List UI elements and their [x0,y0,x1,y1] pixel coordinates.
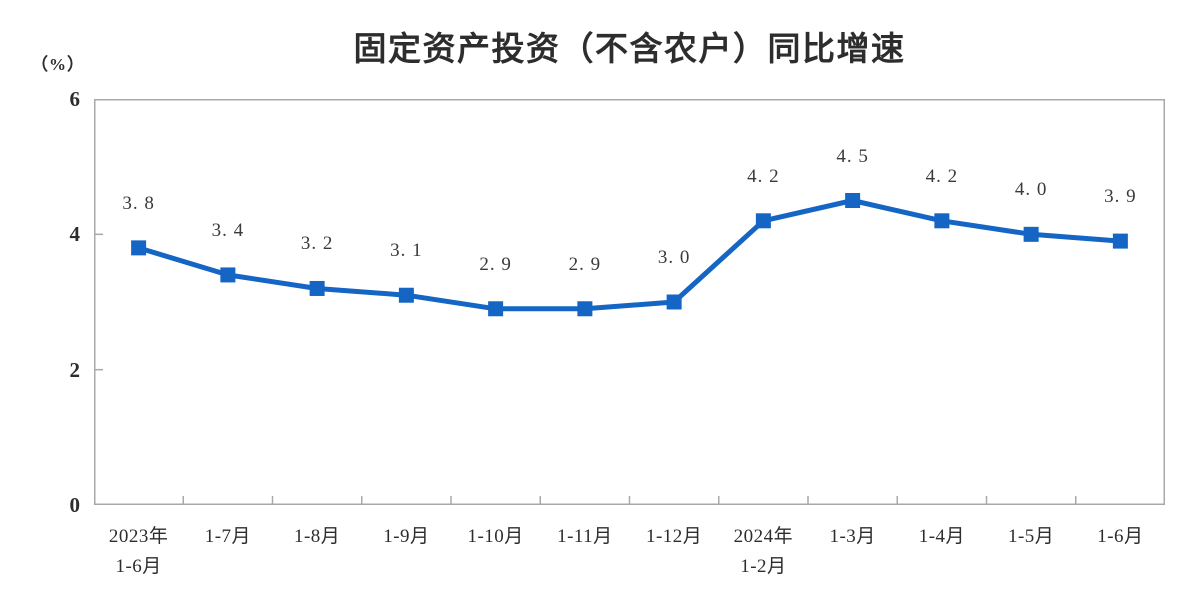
point-label: 3. 4 [211,219,245,241]
x-axis-tick-label-line: 1-12月 [645,526,703,547]
data-point-marker [131,240,147,256]
x-axis-tick-label: 1-8月 [255,522,379,552]
x-axis-tick-label: 2023年 1-6月 [77,522,201,582]
x-axis-tick-label-line: 1-8月 [293,526,341,547]
x-axis-tick-label-line: 2023年 [108,526,169,547]
data-point-marker [755,213,771,229]
data-point-marker [398,287,414,303]
point-label: 2. 9 [479,253,512,275]
data-point-marker [1023,226,1039,242]
x-axis-tick-label-line: 1-5月 [1007,526,1055,547]
y-axis-tick-label: 4 [69,222,81,247]
data-point-marker [1112,233,1128,249]
data-point-marker [309,280,325,296]
line-series [136,198,1123,312]
plot-area [94,99,1165,505]
x-axis-tick-label-line: 1-4月 [918,526,966,547]
x-axis-tick-label: 1-10月 [434,522,558,552]
point-label: 4. 0 [1014,179,1048,201]
x-axis-tick-label: 2024年 1-2月 [701,522,825,582]
point-label: 3. 9 [1104,186,1137,208]
x-axis-tick-label: 1-12月 [612,522,736,552]
y-axis-tick-label: 0 [69,493,81,517]
point-label: 3. 0 [657,247,691,268]
x-axis-tick-label-line: 1-10月 [467,526,524,547]
plot-border [94,99,1165,505]
point-label: 4. 5 [836,145,869,167]
x-axis-tick-label-line: 2024年 [733,526,794,547]
x-axis-tick-label: 1-6月 [1058,522,1182,552]
x-axis-tick-label-line: 1-2月 [740,556,787,577]
point-label: 4. 2 [925,165,959,187]
x-axis-tick-label: 1-5月 [969,522,1093,552]
point-label: 4. 2 [747,165,780,187]
x-axis-tick-label-line: 1-11月 [557,526,613,547]
y-axis-tick-label: 2 [69,357,81,382]
x-axis-tick-label-line: 1-9月 [383,526,430,547]
data-point-marker [666,294,682,310]
y-axis-unit-label: （%） [31,55,85,74]
data-point-marker [934,213,950,229]
data-point-marker [845,193,861,208]
point-label: 2. 9 [568,253,602,275]
x-axis-tick-label: 1-7月 [166,522,290,552]
data-point-marker [488,301,504,317]
chart-title: 固定资产投资（不含农户）同比增速 [353,30,906,67]
x-axis-tick-label: 1-4月 [880,522,1004,552]
data-point-marker [220,267,236,283]
x-axis-tick-label-line: 1-7月 [204,526,252,547]
point-label: 3. 2 [300,233,334,255]
x-axis-tick-label: 1-11月 [523,522,647,552]
point-label: 3. 1 [390,240,423,262]
x-axis-tick-label-line: 1-6月 [1097,526,1144,547]
line-chart [94,99,1165,505]
x-axis-tick-label-line: 1-6月 [115,556,162,577]
point-label: 3. 8 [122,192,155,214]
x-axis-tick-label-line: 1-3月 [829,526,876,547]
data-point-marker [577,301,593,317]
x-axis-tick-label: 1-9月 [344,522,468,552]
x-axis-tick-label: 1-3月 [791,522,915,552]
y-axis-tick-label: 6 [69,87,81,111]
